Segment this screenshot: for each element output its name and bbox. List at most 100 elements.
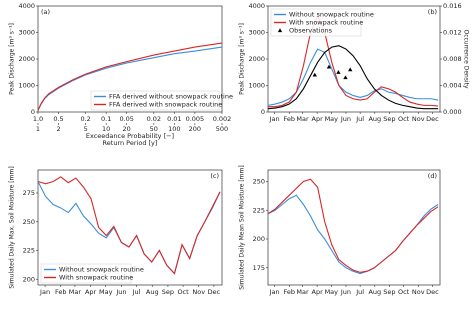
y-tick-label: 275 — [23, 189, 35, 197]
panel-d-frame — [267, 169, 441, 286]
y-axis-label: Peak Discharge [m³ s⁻¹] — [9, 23, 16, 95]
y-tick-label: 250 — [23, 218, 35, 226]
x-tick-label: Jan — [39, 288, 50, 296]
x-tick-label: Dec — [208, 288, 221, 296]
legend-label: Without snowpack routine — [289, 11, 374, 19]
series-line — [267, 45, 439, 110]
x-tick-label: 0.002 — [213, 115, 232, 123]
y2-tick-label: 0.000 — [443, 108, 462, 116]
x-tick-label: Jan — [269, 288, 280, 296]
x-tick-label: 0.01 — [167, 115, 181, 123]
x2-tick-label: 2 — [56, 125, 60, 133]
y-tick-label: 2000 — [18, 55, 35, 63]
x-tick-label: Nov — [192, 288, 205, 296]
panel-label: (a) — [41, 8, 50, 16]
legend-label: FFA derived without snowpack routine — [109, 93, 233, 101]
x-tick-label: Apr — [312, 115, 324, 123]
y-axis-label: Peak Discharge [m³ s⁻¹] — [239, 23, 246, 95]
observation-marker — [326, 64, 332, 69]
legend-label: With snowpack routine — [289, 19, 363, 27]
x-axis-label: Exceedance Probability [−] — [86, 132, 174, 140]
panel-label: (b) — [428, 8, 437, 16]
y-tick-label: 0 — [31, 108, 35, 116]
y-tick-label: 175 — [253, 264, 265, 272]
y2-tick-label: 0.012 — [443, 29, 462, 37]
x2-axis-label: Return Period [y] — [103, 139, 158, 147]
x-tick-label: 0.5 — [53, 115, 63, 123]
x-tick-label: Jun — [340, 115, 351, 123]
x-tick-label: 0.05 — [119, 115, 133, 123]
x-tick-label: Feb — [284, 115, 296, 123]
y-tick-label: 1000 — [248, 82, 265, 90]
y-tick-label: 250 — [253, 178, 265, 186]
panel-label: (d) — [428, 172, 437, 180]
y-axis-label: Simulated Daily Mean Soil Moisture [mm] — [239, 165, 246, 289]
x-tick-label: Feb — [284, 288, 296, 296]
x-tick-label: Jul — [132, 288, 141, 296]
x-tick-label: 1.0 — [33, 115, 43, 123]
x-tick-label: Jul — [355, 288, 364, 296]
x-tick-label: Oct — [398, 288, 410, 296]
x-tick-label: Aug — [368, 288, 381, 296]
y-tick-label: 1000 — [18, 82, 35, 90]
x-tick-label: May — [99, 288, 113, 296]
x2-tick-label: 500 — [216, 125, 228, 133]
x2-tick-label: 100 — [168, 125, 180, 133]
y-tick-label: 200 — [23, 275, 35, 283]
y2-tick-label: 0.004 — [443, 82, 462, 90]
x-tick-label: 0.02 — [147, 115, 161, 123]
x-tick-label: Dec — [426, 115, 439, 123]
x-tick-label: May — [325, 115, 339, 123]
y-tick-label: 200 — [253, 235, 265, 243]
y-tick-label: 3000 — [248, 29, 265, 37]
x-tick-label: Sep — [383, 288, 395, 296]
x-tick-label: Sep — [383, 115, 395, 123]
series-line — [37, 181, 221, 275]
y-axis-label: Simulated Daily Max. Soil Moisture [mm] — [9, 166, 16, 288]
legend-box — [90, 90, 220, 111]
series-line — [37, 42, 223, 111]
y2-axis-label: Occurrence Density — [463, 29, 470, 88]
x-tick-label: 0.005 — [186, 115, 205, 123]
legend-swatch — [277, 28, 283, 33]
x-tick-label: Jan — [269, 115, 280, 123]
x-tick-label: 0.1 — [101, 115, 111, 123]
x-tick-label: Nov — [412, 288, 425, 296]
x-tick-label: Sep — [162, 288, 174, 296]
observation-marker — [343, 75, 348, 80]
y-tick-label: 4000 — [18, 2, 35, 10]
x2-tick-label: 50 — [150, 125, 158, 133]
y-tick-label: 4000 — [248, 2, 265, 10]
x2-tick-label: 200 — [189, 125, 201, 133]
x-tick-label: Apr — [312, 288, 324, 296]
x-tick-label: Aug — [368, 115, 381, 123]
x-tick-label: Dec — [426, 288, 439, 296]
y2-tick-label: 0.008 — [443, 55, 462, 63]
x-tick-label: Apr — [85, 288, 97, 296]
panel-label: (c) — [210, 172, 219, 180]
series-line — [37, 176, 221, 275]
x-tick-label: Feb — [55, 288, 67, 296]
y-tick-label: 225 — [253, 206, 265, 214]
y-tick-label: 225 — [23, 247, 35, 255]
frames — [37, 5, 441, 286]
legend-label: FFA derived with snowpack routine — [109, 101, 222, 109]
panel-c-frame — [37, 169, 223, 286]
legend-label: With snowpack routine — [59, 274, 133, 282]
legend-box — [40, 263, 132, 284]
legend-label: Without snowpack routine — [59, 266, 144, 274]
x-tick-label: May — [325, 288, 339, 296]
x-tick-label: Jun — [340, 288, 351, 296]
observation-marker — [312, 72, 317, 77]
y-tick-label: 0 — [261, 108, 265, 116]
x2-tick-label: 5 — [84, 125, 88, 133]
x-tick-label: Jul — [355, 115, 364, 123]
x-tick-label: Aug — [146, 288, 159, 296]
y-tick-label: 3000 — [18, 29, 35, 37]
series-line — [267, 194, 439, 275]
x2-tick-label: 10 — [102, 125, 110, 133]
x-tick-label: Oct — [398, 115, 410, 123]
observation-marker — [336, 70, 341, 74]
y2-tick-label: 0.016 — [443, 2, 462, 10]
legend-label: Observations — [289, 27, 333, 35]
